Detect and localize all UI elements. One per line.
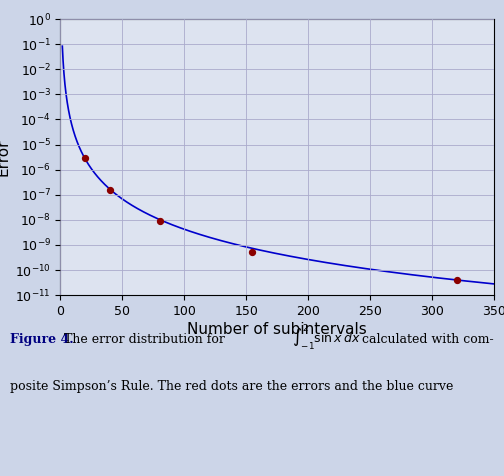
- Point: [453, 276, 461, 284]
- Text: Figure 4.: Figure 4.: [10, 333, 74, 346]
- Text: calculated with com-: calculated with com-: [358, 333, 493, 346]
- Text: $\int_{-1}^{2}\sin x\,dx$: $\int_{-1}^{2}\sin x\,dx$: [292, 323, 361, 352]
- Point: [106, 187, 114, 194]
- Text: posite Simpson’s Rule. The red dots are the errors and the blue curve: posite Simpson’s Rule. The red dots are …: [10, 380, 454, 393]
- Text: The error distribution for: The error distribution for: [60, 333, 229, 346]
- Point: [81, 154, 89, 161]
- Point: [248, 248, 257, 256]
- X-axis label: Number of subintervals: Number of subintervals: [187, 322, 367, 337]
- Point: [156, 217, 164, 225]
- Y-axis label: Error: Error: [0, 139, 11, 176]
